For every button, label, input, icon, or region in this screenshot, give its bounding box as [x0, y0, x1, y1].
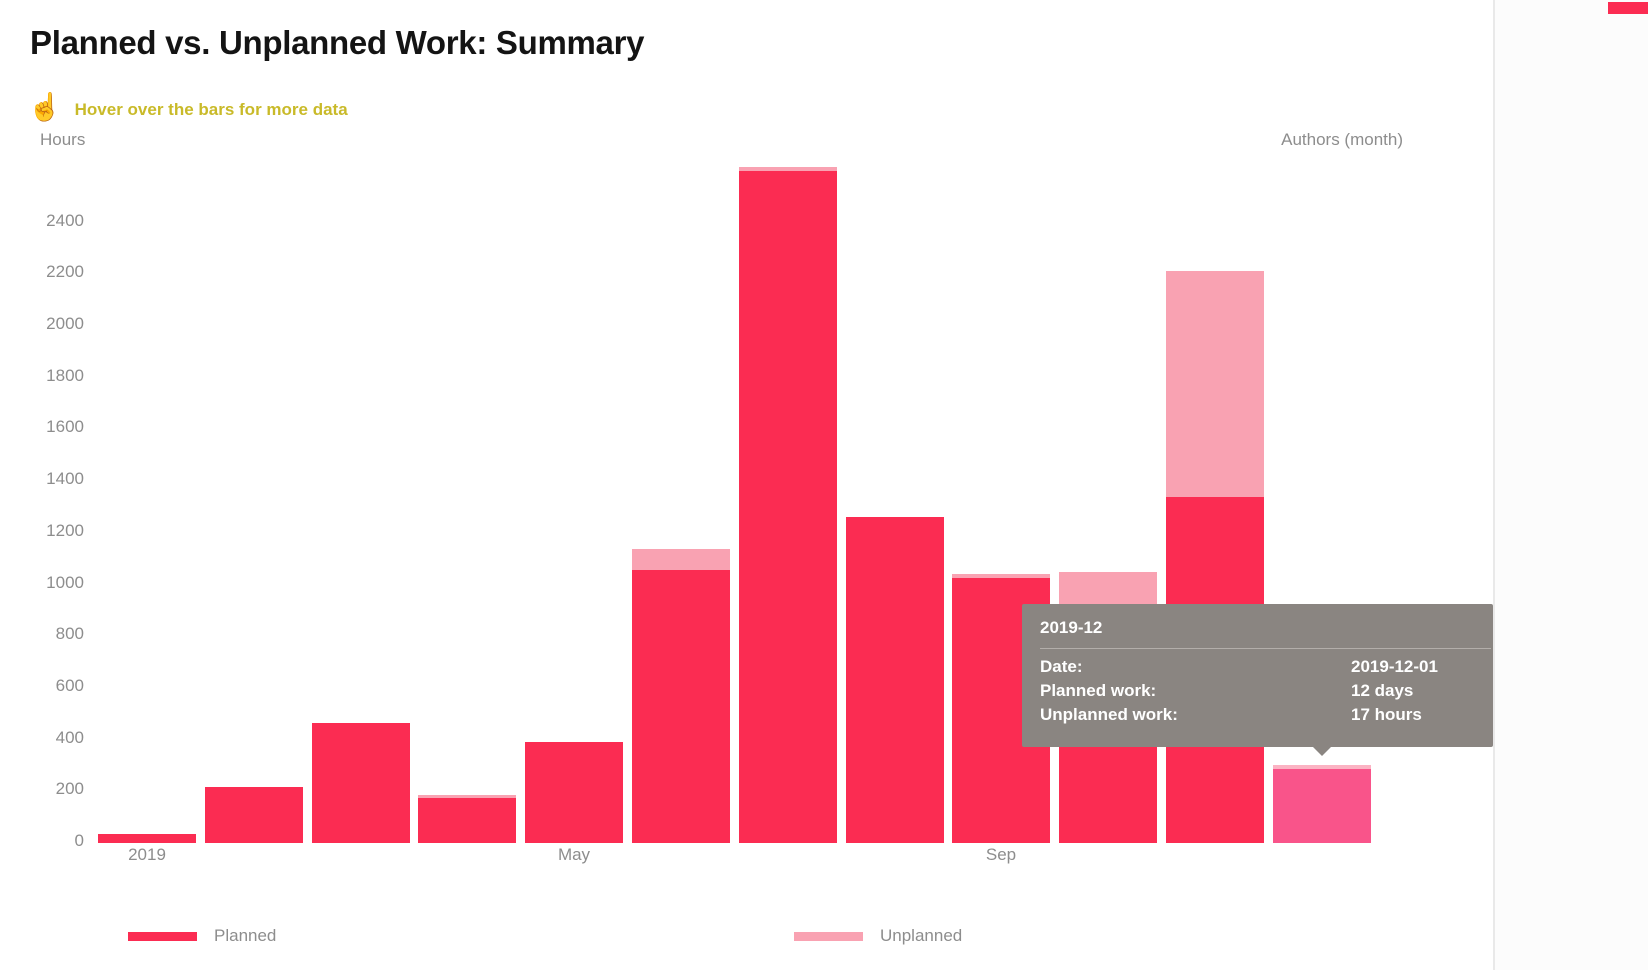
- y-tick-label: 2200: [46, 262, 84, 281]
- y-tick-label: 2000: [46, 314, 84, 333]
- y-tick-label: 400: [55, 728, 84, 747]
- legend-swatch-unplanned: [794, 931, 863, 941]
- pointing-hand-icon: ☝: [28, 92, 62, 122]
- tooltip-row: Unplanned work: 17 hours: [1040, 703, 1491, 727]
- y-axis-title: Hours: [40, 130, 86, 149]
- bar-2019-07-planned[interactable]: [739, 171, 837, 843]
- x-tick-label: May: [557, 845, 591, 864]
- bar-2019-04-planned[interactable]: [418, 798, 516, 843]
- bar-2019-06-unplanned[interactable]: [632, 549, 730, 570]
- tooltip-row: Planned work: 12 days: [1040, 679, 1491, 703]
- bar-2019-04-unplanned[interactable]: [418, 795, 516, 798]
- y-tick-label: 600: [55, 676, 84, 695]
- right-axis-title: Authors (month): [1281, 130, 1403, 149]
- hint-text: Hover over the bars for more data: [74, 100, 348, 119]
- tooltip-row-value: 2019-12-01: [1351, 657, 1438, 676]
- right-divider: [1493, 0, 1495, 970]
- tooltip-row-value: 17 hours: [1351, 705, 1422, 724]
- y-tick-label: 1000: [46, 573, 84, 592]
- tooltip-separator: [1040, 648, 1491, 649]
- y-tick-label: 1400: [46, 469, 84, 488]
- bar-2019-07-unplanned[interactable]: [739, 167, 837, 171]
- bar-2019-06-planned[interactable]: [632, 570, 730, 843]
- hover-hint: ☝ Hover over the bars for more data: [28, 90, 348, 124]
- y-tick-label: 2400: [46, 211, 84, 230]
- x-tick-label: Sep: [985, 845, 1017, 864]
- y-tick-label: 1200: [46, 521, 84, 540]
- tooltip-pointer-icon: [1313, 747, 1331, 756]
- x-tick-label: 2019: [128, 845, 166, 864]
- tooltip-row: Date: 2019-12-01: [1040, 655, 1491, 679]
- bar-2019-11-unplanned[interactable]: [1166, 271, 1264, 497]
- bar-2019-08-planned[interactable]: [846, 517, 944, 843]
- tooltip-row-label: Planned work:: [1040, 681, 1157, 700]
- tooltip: 2019-12 Date: 2019-12-01 Planned work: 1…: [1022, 604, 1493, 747]
- corner-red-mark: [1608, 2, 1648, 14]
- right-panel: [1495, 0, 1648, 970]
- tooltip-row-value: 12 days: [1351, 681, 1414, 700]
- bar-2019-12-unplanned[interactable]: [1273, 765, 1371, 769]
- y-tick-label: 1800: [46, 366, 84, 385]
- legend-item-unplanned[interactable]: Unplanned: [794, 926, 962, 946]
- y-tick-label: 1600: [46, 417, 84, 436]
- page-title: Planned vs. Unplanned Work: Summary: [30, 24, 645, 61]
- legend-item-planned[interactable]: Planned: [128, 926, 276, 946]
- tooltip-row-label: Date:: [1040, 657, 1083, 676]
- bar-2019-03-planned[interactable]: [312, 723, 410, 843]
- legend-label-unplanned: Unplanned: [880, 926, 963, 945]
- bar-2019-12-planned[interactable]: [1273, 769, 1371, 843]
- bar-2019-01-planned[interactable]: [98, 834, 196, 843]
- y-tick-label: 0: [74, 831, 84, 850]
- tooltip-title: 2019-12: [1040, 618, 1103, 637]
- y-tick-label: 200: [55, 779, 84, 798]
- legend-label-planned: Planned: [214, 926, 277, 945]
- tooltip-row-label: Unplanned work:: [1040, 705, 1178, 724]
- bar-2019-05-planned[interactable]: [525, 742, 623, 843]
- bar-2019-09-unplanned[interactable]: [952, 574, 1050, 578]
- legend-swatch-planned: [128, 931, 197, 941]
- y-tick-label: 800: [55, 624, 84, 643]
- bar-2019-02-planned[interactable]: [205, 787, 303, 843]
- y-axis-tick-labels: 0 200 400 600 800 1000 1200 1400 1600 1800 2000 220…: [0, 0, 84, 970]
